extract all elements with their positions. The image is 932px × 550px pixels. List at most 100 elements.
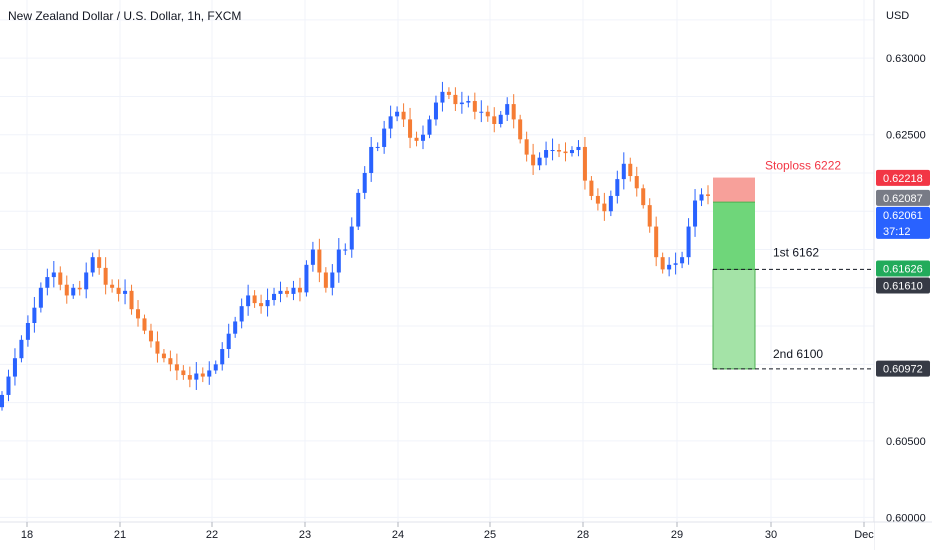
candle-body [608,195,613,212]
price-tag-bg [876,169,930,186]
price-tag: 0.61626 [876,260,930,277]
candle-body [304,264,309,293]
candle-body [382,128,387,147]
candle-body [200,373,205,377]
candle-body [110,284,115,288]
candle-body [485,111,490,117]
price-tick-label: 0.62500 [886,130,926,142]
candle-body [0,394,5,408]
price-tick-label: 0.60000 [886,512,926,524]
candle-body [660,257,665,270]
candle-body [213,364,218,371]
stoploss-zone [713,177,755,203]
annotations: Stoploss 6222 1st 6162 2nd 6100 [713,159,874,370]
candle-body [408,119,413,138]
price-tag-countdown: 37:12 [883,226,911,238]
candle-body [336,249,341,273]
candle-body [686,226,691,258]
candle-body [667,264,672,270]
candle-body [330,272,335,288]
candle-body [524,139,529,155]
candle-body [207,370,212,377]
candle-body [12,358,17,377]
candle-body [472,101,477,112]
position-zones [712,177,756,370]
candle-body [388,116,393,129]
target2-zone [712,268,756,370]
price-tag-label: 0.62087 [883,193,923,205]
candle-body [673,263,678,265]
candle-body [647,205,652,227]
candle-body [161,353,166,359]
candle-body [628,163,633,177]
candle-body [58,272,63,285]
candle-body [401,111,406,120]
candle-body [233,321,238,334]
candle-body [284,290,289,294]
candle-body [433,102,438,120]
candle-body [97,257,102,268]
candle-body [362,172,367,193]
time-axis-ticks: 18 21 22 23 24 25 28 29 30 Dec [21,522,874,541]
time-tick-label: 22 [206,529,218,541]
candle-body [621,163,626,180]
price-tag-label: 0.62061 [883,210,923,222]
candle-body [466,101,471,103]
candle-body [602,203,607,212]
time-tick-label: 23 [299,529,311,541]
candle-body [414,137,419,141]
candle-body [38,287,43,308]
price-tag: 0.62218 [876,169,930,186]
candle-body [569,150,574,154]
price-tag: 0.62087 [876,189,930,206]
candle-body [518,119,523,140]
candle-body [220,349,225,365]
price-tag-bg [876,206,930,239]
candle-body [142,318,147,331]
candle-body [25,322,30,340]
candle-body [641,188,646,206]
time-axis-pane[interactable] [0,522,874,550]
time-tick-label: 24 [392,529,404,541]
candle-body [537,157,542,166]
candle-body [576,146,581,151]
price-tag-bg [876,260,930,277]
candle-body [148,330,153,342]
candle-body [6,376,11,395]
candle-body [479,111,484,113]
candle-body [252,295,257,304]
price-tag: 0.62061 37:12 [876,206,930,239]
candle-body [446,91,451,95]
candle-body [239,306,244,322]
candle-body [265,300,270,307]
candle-body [375,146,380,148]
candle-body [136,309,141,319]
price-tag-bg [876,277,930,294]
candle-body [440,91,445,103]
candle-body [155,341,160,354]
candle-body [654,226,659,258]
candle-body [349,226,354,250]
candle-body [544,150,549,158]
candle-body [116,287,121,294]
candle-body [459,102,464,105]
candle-body [531,154,536,166]
candle-body [297,287,302,293]
time-tick-label: 21 [114,529,126,541]
candle-body [291,287,296,294]
candle-body [51,272,56,278]
price-axis-ticks: 0.63000 0.62500 0.60500 0.60000 [886,53,926,524]
candle-body [77,287,82,290]
candle-body [32,307,37,323]
candle-body [421,134,426,141]
candle-body [64,284,69,296]
candle-body [492,116,497,124]
candle-body [369,146,374,173]
candle-body [582,146,587,181]
candle-body [310,249,315,265]
price-tick-label: 0.63000 [886,53,926,65]
candle-body [45,277,50,288]
candle-body [129,290,134,310]
candle-body [90,257,95,273]
